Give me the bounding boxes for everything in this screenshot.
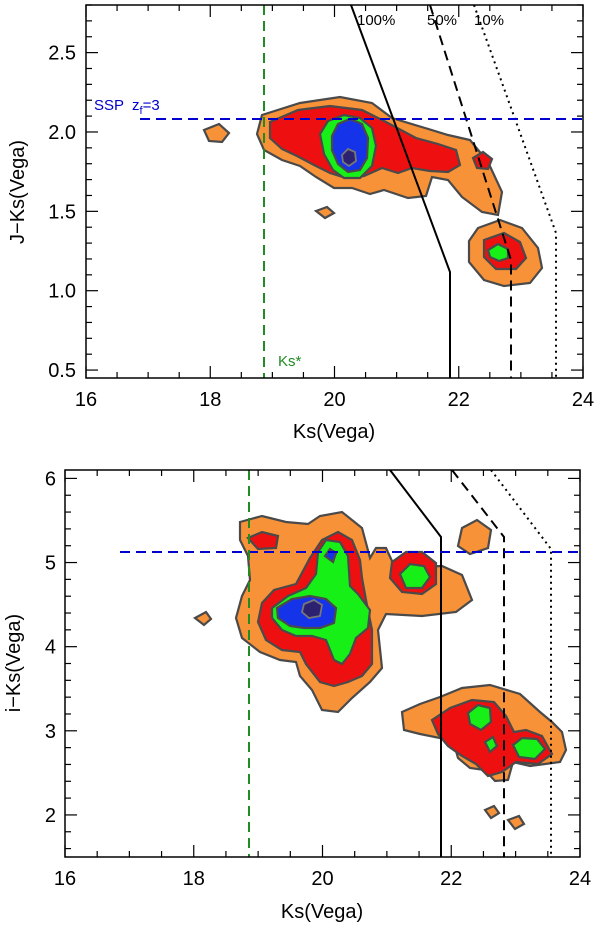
bottom-contour-mid-upper [398,562,432,590]
y-tick-label: 1.0 [48,281,76,303]
y-tick-label: 5 [45,553,56,575]
x-tick-label: 22 [440,868,462,890]
top-completeness-50 [429,4,512,378]
top-axes: 16 18 20 22 24 0.5 1.0 1.5 2.0 2.5 [48,4,594,411]
bottom-xlabel: Ks(Vega) [281,901,363,923]
bottom-contour-low-topleft [246,530,280,551]
y-tick-label: 6 [45,468,56,490]
x-tick-label: 18 [183,868,205,890]
x-tick-label: 20 [323,389,345,411]
top-contour-peak [341,147,357,168]
top-contour-mid-right [486,242,510,263]
top-contour-lowest-blob-small [313,205,336,220]
bottom-panel: 16 18 20 22 24 2 3 4 5 6 Ks(Vega) i−Ks(Vega) [3,468,591,923]
bottom-contour-mid-lower2 [483,735,499,754]
top-label-100: 100% [357,12,395,29]
y-tick-label: 0.5 [48,360,76,382]
bottom-completeness-10 [490,469,552,857]
top-contour-lowest-blob-left [202,122,231,144]
x-tick-label: 24 [569,868,591,890]
bottom-completeness-100 [389,469,442,857]
y-tick-label: 2.0 [48,122,76,144]
y-tick-label: 4 [45,637,56,659]
y-tick-label: 2 [45,805,56,827]
top-xlabel: Ks(Vega) [293,421,375,443]
x-tick-label: 16 [54,868,76,890]
x-tick-label: 22 [448,389,470,411]
top-ylabel: J−Ks(Vega) [7,140,29,244]
x-tick-label: 24 [572,389,594,411]
top-completeness-100 [350,4,451,378]
top-label-50: 50% [427,12,457,29]
top-label-10: 10% [474,12,504,29]
ssp-label-sub: f [140,105,144,117]
top-contour-low-small [471,150,494,171]
y-tick-label: 1.5 [48,201,76,223]
ssp-label-prefix: SSP [94,97,124,114]
bottom-contour-lowest-left [192,610,213,627]
bottom-contour-mid-lower3 [511,736,547,761]
top-contour-high [330,117,370,174]
top-ssp-label: SSP zf=3 [94,97,160,117]
top-ks-star-label: Ks* [278,353,302,370]
bottom-density-contours [192,510,568,831]
bottom-contour-lowest-tiny2 [506,814,526,831]
y-tick-label: 3 [45,721,56,743]
x-tick-label: 20 [311,868,333,890]
x-tick-label: 18 [199,389,221,411]
bottom-contour-peak [300,598,323,619]
bottom-axes: 16 18 20 22 24 2 3 4 5 6 [45,468,591,890]
x-tick-label: 16 [75,389,97,411]
ssp-label-z: z [132,97,140,114]
bottom-contour-mid-lower1 [466,703,493,732]
ssp-label-suffix: =3 [143,97,160,114]
y-tick-label: 2.5 [48,43,76,65]
bottom-ylabel: i−Ks(Vega) [3,614,25,712]
bottom-contour-lowest-tr [456,518,493,556]
bottom-completeness-50 [451,469,505,857]
top-panel: 100% 50% 10% SSP zf=3 Ks* 16 18 20 22 24 0.5 1.… [7,4,594,443]
top-axes-frame [85,4,584,379]
bottom-contour-lowest-tiny1 [483,804,501,820]
top-density-contours [202,95,544,288]
